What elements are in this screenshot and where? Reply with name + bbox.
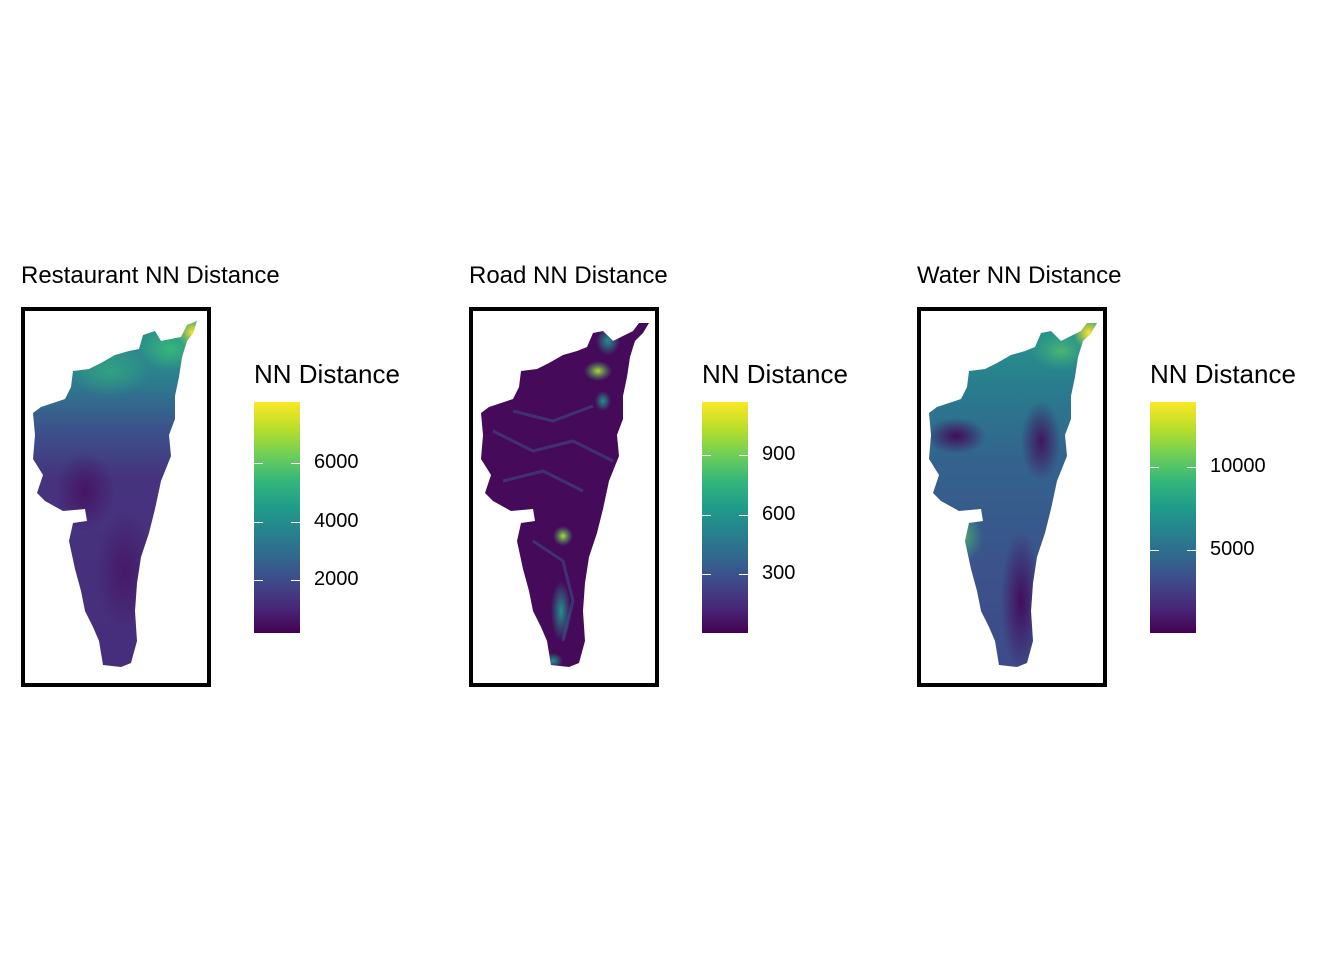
legend-colorbar [702,402,748,633]
legend-tick-mark [1187,466,1196,468]
legend-tick-label: 300 [762,561,796,584]
legend-tick-mark [702,514,711,516]
map-title: Road NN Distance [469,262,668,289]
raster-map-water [929,323,1097,667]
legend-tick-mark [291,580,300,582]
legend-tick-mark [1150,466,1159,468]
legend-tick-label: 900 [762,443,796,466]
legend-title: NN Distance [702,359,848,389]
legend-title: NN Distance [1150,359,1296,389]
map-title: Restaurant NN Distance [21,262,280,289]
legend-tick-mark [1187,549,1196,551]
legend-tick-label: 6000 [314,451,359,474]
legend-tick-mark [254,580,263,582]
legend-tick-mark [702,573,711,575]
legend-tick-mark [1150,549,1159,551]
legend-tick-label: 5000 [1210,537,1255,560]
map-frame [917,307,1107,687]
legend-tick-mark [254,463,263,465]
map-panel-water: Water NN Distance [917,262,1344,692]
legend-title: NN Distance [254,359,400,389]
legend-tick-mark [739,573,748,575]
raster-map-road [481,323,649,667]
map-frame [21,307,211,687]
legend-tick-label: 2000 [314,568,359,591]
legend-tick-label: 600 [762,502,796,525]
legend-tick-mark [702,455,711,457]
legend-colorbar [254,402,300,633]
raster-map-restaurant [33,321,197,667]
legend-tick-label: 4000 [314,509,359,532]
map-title: Water NN Distance [917,262,1122,289]
legend-tick-mark [254,521,263,523]
map-panel-restaurant: Restaurant NN Distance [21,262,461,692]
legend-tick-mark [739,455,748,457]
legend-tick-mark [291,463,300,465]
legend-colorbar [1150,402,1196,633]
map-frame [469,307,659,687]
legend-tick-label: 10000 [1210,454,1266,477]
legend-tick-mark [291,521,300,523]
map-panel-road: Road NN Distance [469,262,909,692]
legend-tick-mark [739,514,748,516]
